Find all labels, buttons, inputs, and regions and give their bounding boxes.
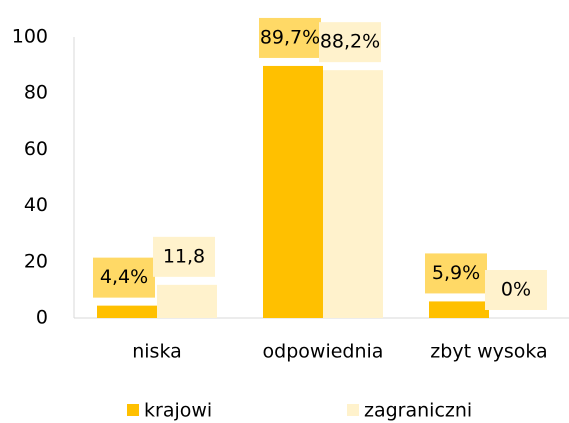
data-label: 11,8 xyxy=(163,245,205,267)
bar xyxy=(97,305,157,318)
x-tick-label: zbyt wysoka xyxy=(430,341,547,363)
y-tick-label: 80 xyxy=(24,82,48,104)
legend-label: zagraniczni xyxy=(364,400,472,422)
data-label: 5,9% xyxy=(432,262,480,284)
bar xyxy=(263,65,323,319)
data-label-box xyxy=(93,257,155,298)
bar xyxy=(429,301,489,318)
data-label-box xyxy=(485,270,547,310)
legend-label: krajowi xyxy=(144,400,212,422)
bar xyxy=(157,284,217,318)
data-label: 0% xyxy=(501,279,531,301)
legend-swatch xyxy=(127,404,139,416)
bar xyxy=(323,70,383,319)
data-label: 89,7% xyxy=(260,26,320,48)
y-tick-label: 40 xyxy=(24,194,48,216)
data-label-box xyxy=(319,22,381,63)
data-label: 88,2% xyxy=(320,31,380,53)
y-tick-label: 20 xyxy=(24,250,48,272)
x-tick-label: odpowiednia xyxy=(263,341,384,363)
data-label-box xyxy=(259,17,321,58)
y-tick-label: 60 xyxy=(24,138,48,160)
x-tick-label: niska xyxy=(132,341,182,363)
y-tick-label: 100 xyxy=(12,26,48,48)
legend-swatch xyxy=(347,404,359,416)
data-label-box xyxy=(153,236,215,277)
data-label-box xyxy=(425,253,487,294)
y-tick-label: 0 xyxy=(36,307,48,329)
data-label: 4,4% xyxy=(100,266,148,288)
